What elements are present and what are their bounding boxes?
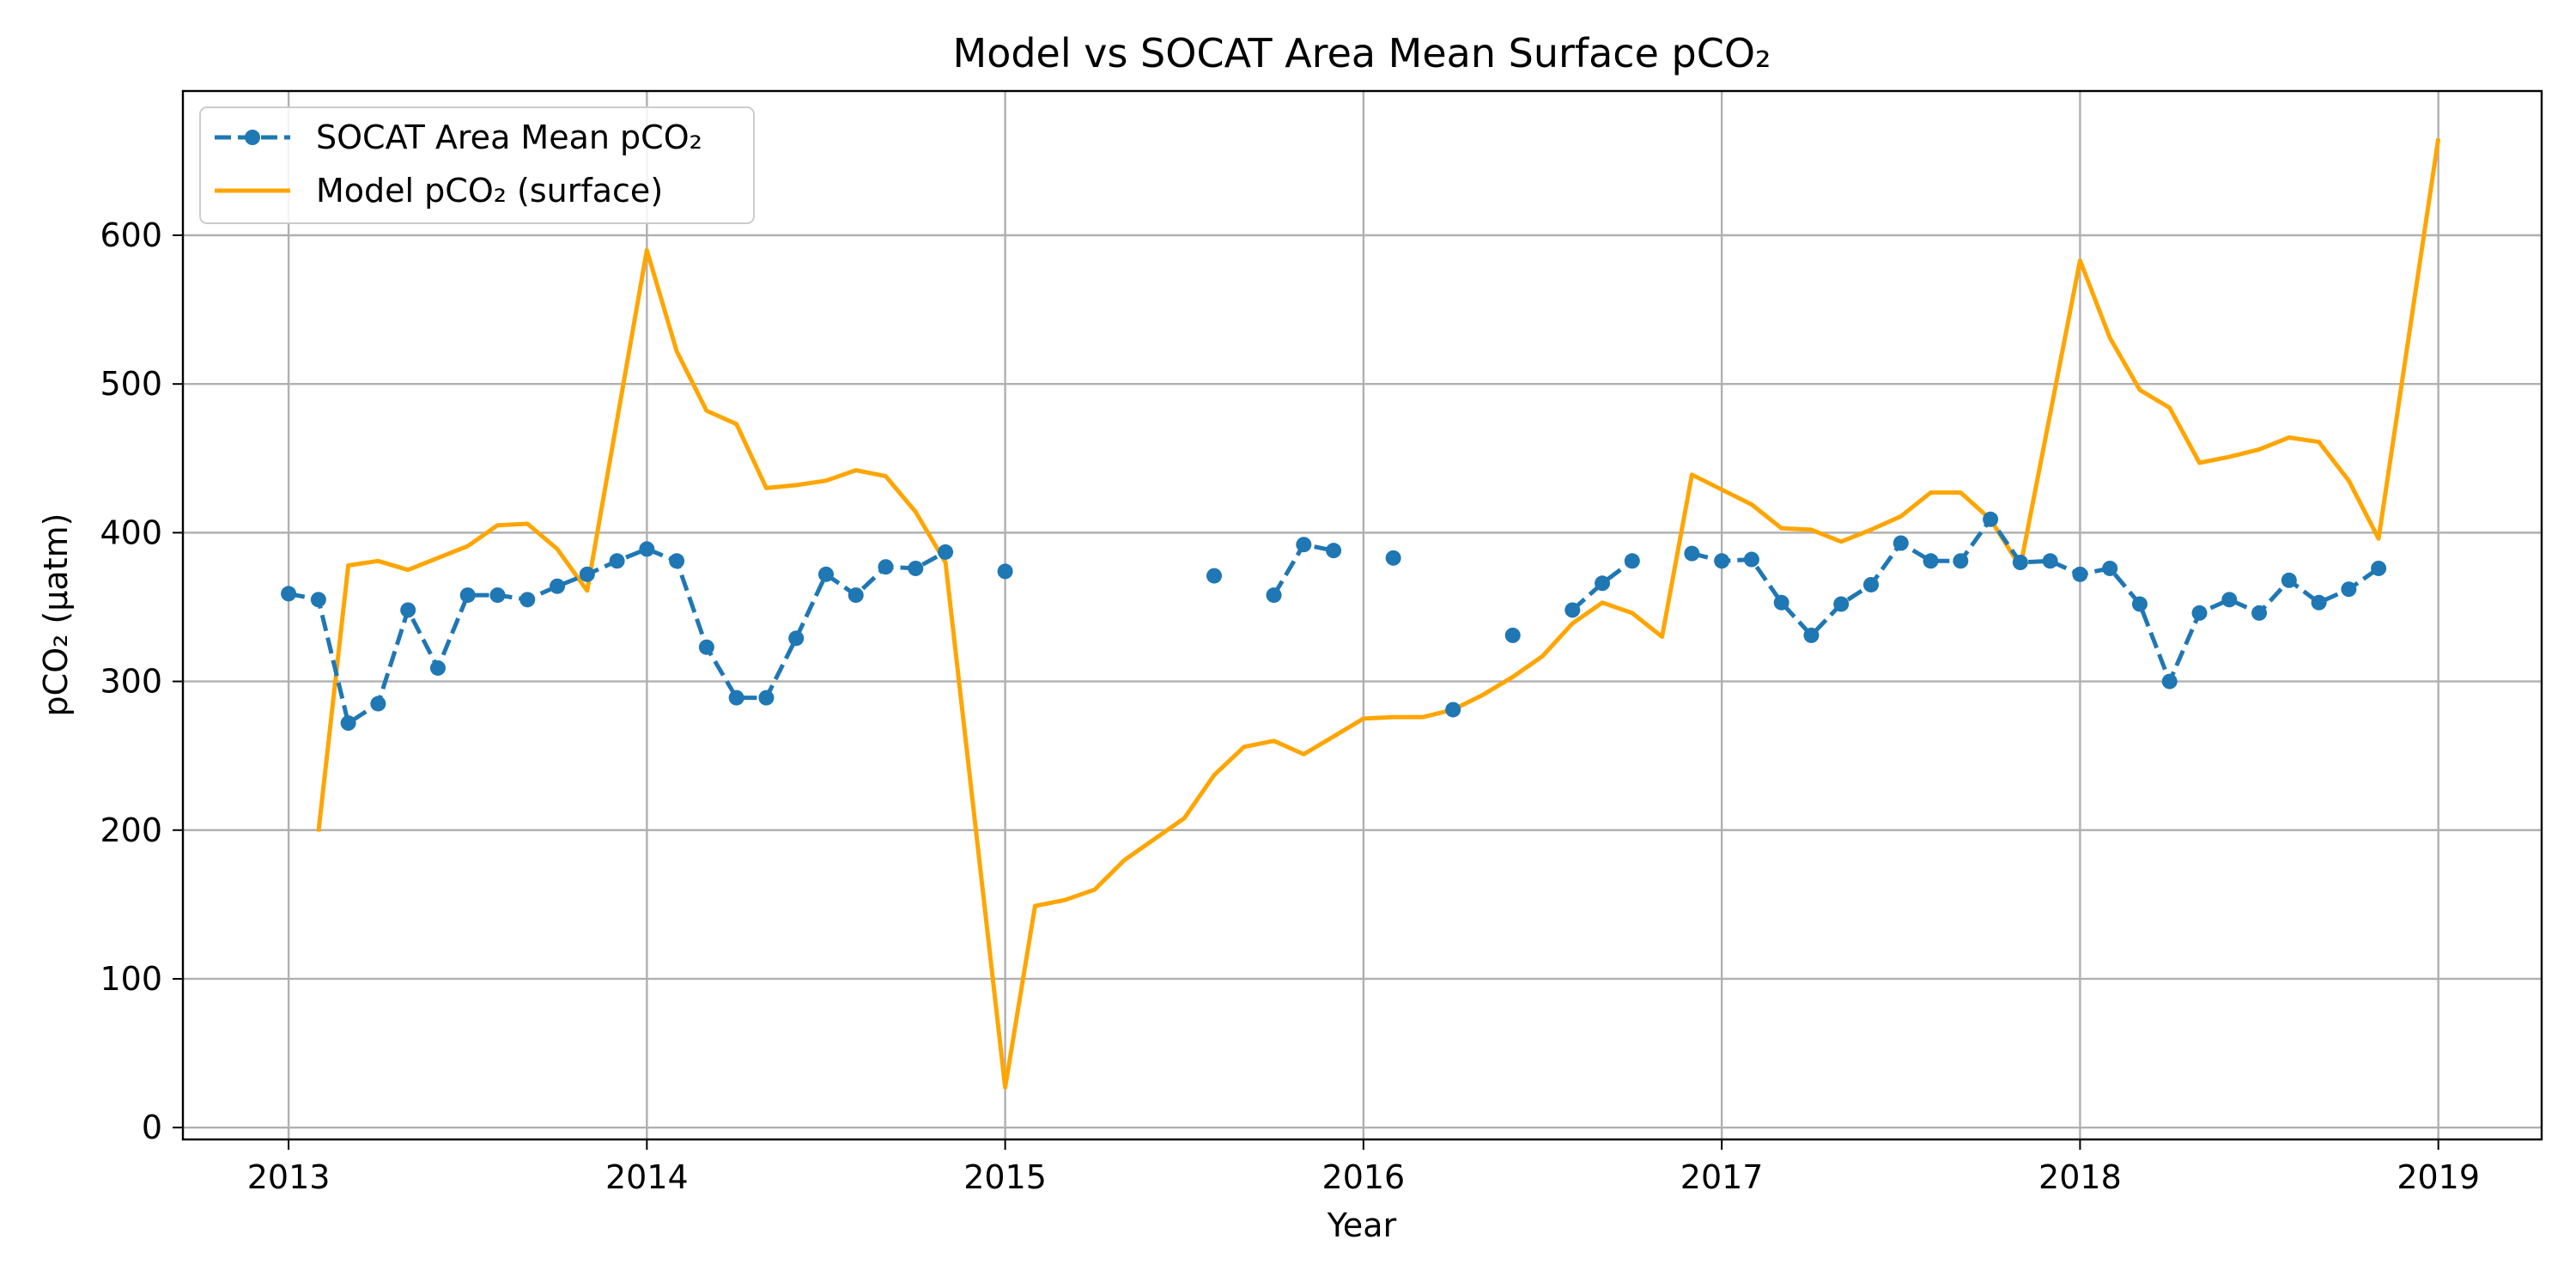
socat-point: [1863, 576, 1880, 592]
y-tick-label: 0: [142, 1109, 162, 1146]
socat-point: [2012, 555, 2028, 571]
socat-point: [2042, 553, 2058, 569]
socat-point: [519, 592, 536, 608]
y-axis-label: pCO₂ (µatm): [37, 513, 75, 717]
socat-point: [459, 587, 476, 604]
socat-point: [1624, 553, 1640, 569]
socat-point: [579, 566, 595, 582]
socat-point: [2131, 596, 2148, 612]
socat-point: [1803, 627, 1820, 643]
socat-point: [1953, 553, 1969, 569]
socat-point: [2251, 605, 2268, 621]
socat-point: [1326, 543, 1342, 559]
socat-point: [400, 602, 416, 618]
socat-point: [2072, 566, 2088, 582]
y-tick-label: 500: [100, 365, 162, 403]
socat-point: [878, 559, 894, 575]
socat-point: [489, 587, 506, 604]
socat-point: [788, 630, 805, 647]
ticks: 2013 2014 2015 2016 2017 2018 2019 0 100 200 300 40…: [100, 216, 2480, 1196]
socat-point: [1773, 594, 1789, 611]
socat-point: [1385, 550, 1401, 566]
socat-point: [550, 578, 566, 594]
socat-point: [908, 560, 924, 576]
x-tick-label: 2015: [963, 1158, 1047, 1196]
socat-point: [1893, 535, 1909, 551]
socat-point: [1684, 545, 1700, 562]
socat-point: [1983, 511, 1999, 527]
legend-entry-socat: SOCAT Area Mean pCO₂: [215, 118, 702, 156]
x-tick-label: 2016: [1322, 1158, 1406, 1196]
socat-point: [1714, 553, 1730, 569]
socat-point: [639, 541, 655, 557]
socat-point: [340, 715, 356, 732]
socat-point: [1743, 551, 1759, 568]
socat-point: [2281, 572, 2297, 588]
socat-point: [2161, 673, 2178, 690]
socat-point: [281, 586, 297, 602]
legend-box: [199, 106, 755, 224]
socat-point: [2341, 581, 2357, 598]
chart-title: Model vs SOCAT Area Mean Surface pCO₂: [953, 30, 1771, 76]
socat-point: [938, 544, 954, 560]
x-tick-label: 2017: [1680, 1158, 1764, 1196]
x-tick-label: 2019: [2397, 1158, 2480, 1196]
socat-point: [848, 587, 864, 604]
socat-point: [1296, 537, 1312, 553]
x-tick-label: 2018: [2038, 1158, 2122, 1196]
socat-point: [310, 592, 326, 608]
socat-point: [1504, 627, 1521, 643]
socat-point: [370, 696, 386, 712]
socat-point: [1595, 575, 1611, 592]
socat-point: [1564, 602, 1581, 618]
legend: SOCAT Area Mean pCO₂ Model pCO₂ (surface…: [199, 106, 755, 224]
y-tick-label: 100: [100, 960, 162, 998]
socat-point: [2311, 594, 2327, 611]
socat-point: [669, 553, 685, 569]
x-axis-label: Year: [1327, 1206, 1397, 1244]
socat-point: [2371, 560, 2387, 576]
x-tick-label: 2013: [247, 1158, 331, 1196]
y-tick-label: 400: [100, 513, 162, 551]
legend-entry-model: Model pCO₂ (surface): [215, 172, 663, 210]
x-tick-label: 2014: [605, 1158, 689, 1196]
socat-point: [698, 639, 714, 655]
socat-point: [2102, 560, 2118, 576]
socat-point: [1445, 702, 1461, 718]
y-tick-label: 200: [100, 811, 162, 849]
socat-point: [1266, 587, 1282, 604]
socat-point: [817, 566, 834, 582]
socat-point: [1923, 553, 1939, 569]
socat-point: [2191, 605, 2208, 621]
socat-point: [2221, 592, 2238, 608]
legend-socat-label: SOCAT Area Mean pCO₂: [316, 118, 702, 156]
socat-point: [1206, 568, 1223, 584]
socat-point: [609, 553, 625, 569]
socat-point: [728, 690, 744, 706]
grid: [183, 91, 2542, 1139]
legend-model-label: Model pCO₂ (surface): [316, 172, 663, 210]
socat-point: [1833, 596, 1850, 612]
socat-point: [758, 690, 775, 706]
y-tick-label: 300: [100, 663, 162, 701]
series-model-line: [316, 138, 2441, 1090]
y-tick-label: 600: [100, 216, 162, 254]
legend-socat-marker: [245, 130, 260, 145]
series-layer: [281, 138, 2441, 1090]
socat-point: [429, 659, 446, 676]
plot-frame: [181, 89, 2543, 1141]
socat-point: [997, 563, 1013, 580]
